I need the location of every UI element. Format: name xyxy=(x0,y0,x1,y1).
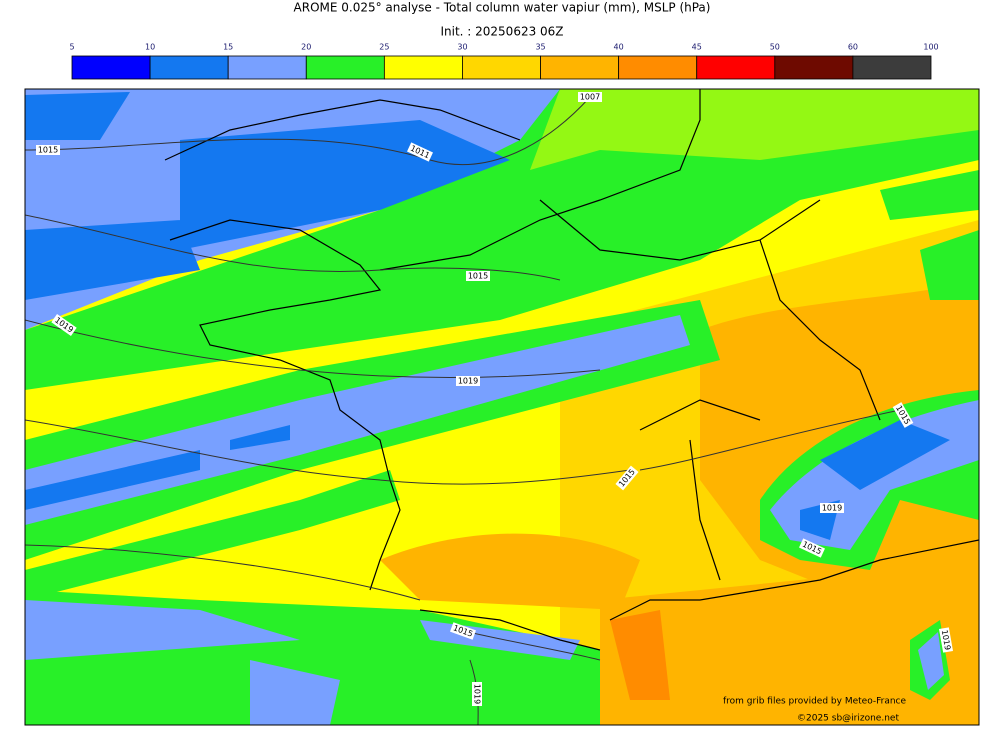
isobar xyxy=(25,96,901,725)
colorbar-tick-label: 10 xyxy=(145,43,155,52)
isobar-label-bg xyxy=(36,145,60,155)
colorbar-tick-label: 15 xyxy=(223,43,233,52)
colorbar-segment xyxy=(618,55,698,80)
subtitle: Init. : 20250623 06Z xyxy=(440,25,563,39)
field-region xyxy=(25,315,690,525)
isobar-label-bg xyxy=(407,142,433,162)
colorbar-segment xyxy=(149,55,229,80)
isobar-label-bg xyxy=(472,682,482,706)
colorbar-segment xyxy=(852,55,932,80)
isobar-label-bg xyxy=(799,538,825,558)
colorbar-tick-label: 100 xyxy=(923,43,938,52)
field-region xyxy=(25,470,400,600)
map-frame xyxy=(24,88,980,726)
credit: from grib files provided by Meteo-France xyxy=(723,697,906,707)
isobar-label-bg xyxy=(466,271,490,281)
colorbar-segment xyxy=(227,55,307,80)
isobar-label-bg xyxy=(938,627,954,653)
isobar-label: 1019 xyxy=(473,684,482,704)
field-region xyxy=(25,425,290,510)
map: from grib files provided by Meteo-France… xyxy=(25,89,979,725)
colorbar-tick-label: 45 xyxy=(692,43,702,52)
colorbar-tick-label: 60 xyxy=(848,43,858,52)
isobar-label-bg xyxy=(450,622,476,640)
colorbar-tick-label: 5 xyxy=(69,43,74,52)
colorbar-segment xyxy=(462,55,541,80)
isobar-label: 1015 xyxy=(468,272,488,281)
colorbar-segment xyxy=(383,55,463,80)
field-region xyxy=(25,600,580,725)
isobar-label: 1007 xyxy=(580,93,600,102)
field-region xyxy=(600,560,979,725)
title: AROME 0.025° analyse - Total column wate… xyxy=(294,1,711,15)
isobar-label: 1015 xyxy=(38,146,58,155)
field-region xyxy=(380,533,640,610)
isobar-label-bg xyxy=(892,402,914,428)
field-region xyxy=(530,89,979,170)
colorbar-tick-label: 35 xyxy=(535,43,545,52)
field-region xyxy=(25,92,510,300)
colorbar-segment xyxy=(774,55,854,80)
colorbar-segment xyxy=(305,55,385,80)
colorbar-segment xyxy=(540,55,620,80)
colorbar: 5 10 15 20 25 30 35 40 45 50 60 100 xyxy=(69,43,939,80)
border xyxy=(419,199,881,651)
field-region xyxy=(918,632,944,690)
colorbar-tick-label: 50 xyxy=(770,43,780,52)
isobar-label: 1019 xyxy=(940,629,952,651)
field-region xyxy=(610,610,670,700)
isobar-label: 1019 xyxy=(458,377,478,386)
isobar-label-bg xyxy=(615,465,639,491)
isobar-label-bg xyxy=(578,92,602,102)
colorbar-segment xyxy=(696,55,776,80)
colorbar-tick-label: 30 xyxy=(457,43,467,52)
coastline xyxy=(164,89,979,621)
isobar-label: 1019 xyxy=(822,504,842,513)
isobar-label-bg xyxy=(820,503,844,513)
colorbar-tick-label: 20 xyxy=(301,43,311,52)
colorbar-segment xyxy=(71,55,151,80)
isobar-label-bg xyxy=(456,376,480,386)
credit: ©2025 sb@irizone.net xyxy=(797,714,899,724)
colorbar-tick-label: 40 xyxy=(614,43,624,52)
colorbar-tick-label: 25 xyxy=(379,43,389,52)
field-region xyxy=(880,170,979,300)
isobar-label-bg xyxy=(51,314,77,336)
